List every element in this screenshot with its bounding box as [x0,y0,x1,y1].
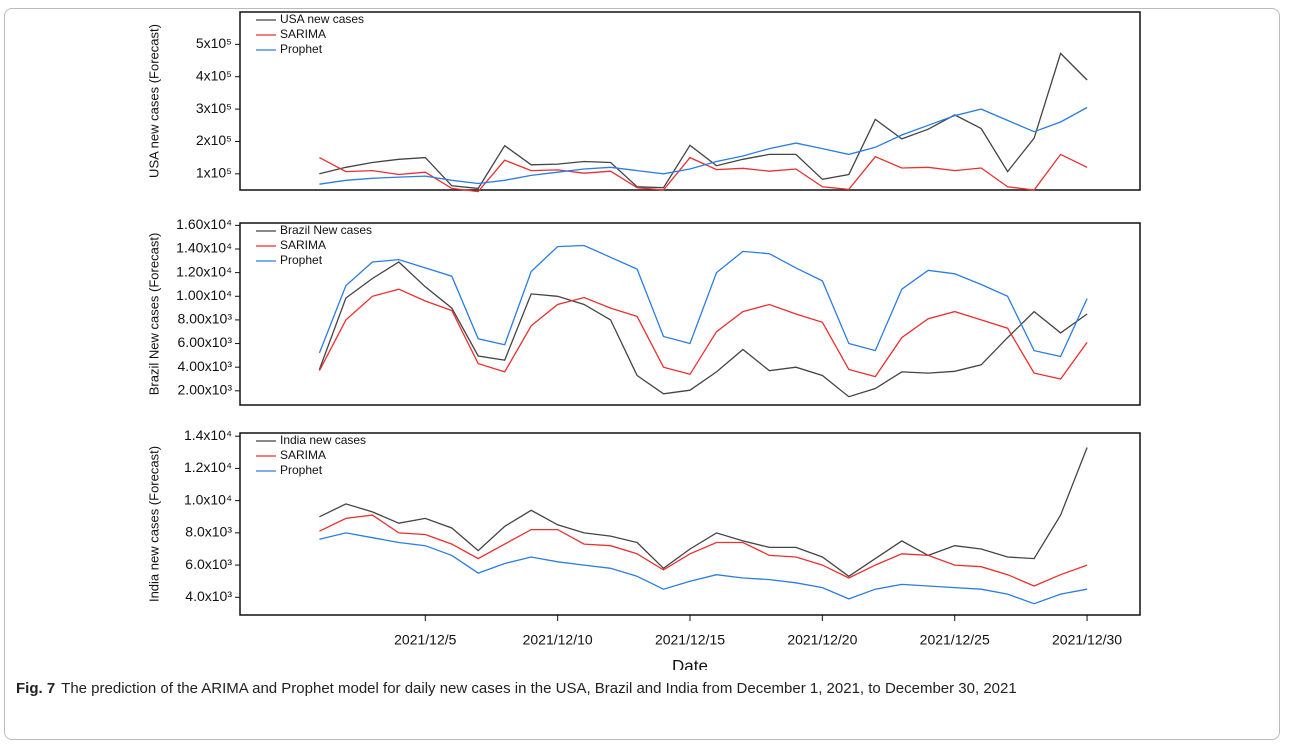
y-tick-label: 6.0x10³ [185,556,232,572]
y-tick-label: 1x10⁵ [196,165,232,181]
series-line [318,244,1088,358]
y-tick-label: 4x10⁵ [196,67,232,83]
y-tick-label: 1.0x10⁴ [184,491,232,507]
y-tick-label: 5x10⁵ [196,35,232,51]
y-tick-label: 2.00x10³ [178,382,233,398]
y-axis-title: Brazil New cases (Forecast) [146,233,161,396]
series-line [319,52,1088,190]
y-tick-label: 1.40x10⁴ [176,240,232,256]
chart: 1x10⁵ 2x10⁵ 3x10⁵ 4x10⁵ 5x10⁵ USA new cases (… [146,11,1141,670]
x-tick-label: 2021/12/30 [1052,632,1122,648]
series-line [319,106,1088,185]
y-tick-label: 1.00x10⁴ [176,287,232,303]
figure-frame [4,8,1280,740]
series-line [319,447,1088,578]
caption-text: The prediction of the ARIMA and Prophet … [61,680,1017,697]
y-tick-label: 1.20x10⁴ [176,263,232,279]
x-tick-label: 2021/12/25 [920,632,990,648]
y-axis-title: USA new cases (Forecast) [146,24,161,178]
legend-label: Brazil New cases [280,223,372,237]
caption-label: Fig. 7 [16,680,56,697]
y-tick-label: 2x10⁵ [196,132,232,148]
plot-frame [239,11,1141,191]
legend-label: USA new cases [280,12,364,26]
series-line [319,532,1088,605]
series-line [319,514,1088,587]
y-tick-label: 3x10⁵ [196,100,232,116]
x-axis-title: Date [672,656,708,670]
caption: Fig. 7 The prediction of the ARIMA and Pr… [16,678,1236,700]
x-tick-label: 2021/12/5 [394,632,456,648]
legend-label: Prophet [280,42,323,56]
legend-label: SARIMA [280,448,326,462]
x-tick-label: 2021/12/10 [523,632,593,648]
y-tick-label: 4.00x10³ [178,358,233,374]
y-tick-label: 1.4x10⁴ [184,427,232,443]
plot-frame [239,432,1141,616]
legend-label: SARIMA [280,238,326,252]
series-line [318,261,1088,398]
y-tick-label: 4.0x10³ [185,588,232,604]
legend-label: Prophet [280,463,323,477]
y-tick-label: 8.0x10³ [185,524,232,540]
series-line [318,288,1088,380]
y-tick-label: 6.00x10³ [178,334,233,350]
legend-label: Prophet [280,253,323,267]
y-tick-label: 8.00x10³ [178,311,233,327]
legend-label: SARIMA [280,27,326,41]
x-tick-label: 2021/12/15 [655,632,725,648]
y-tick-label: 1.60x10⁴ [176,216,232,232]
plot-frame [239,222,1141,406]
x-tick-label: 2021/12/20 [787,632,857,648]
y-tick-label: 1.2x10⁴ [184,459,232,475]
y-axis-title: India new cases (Forecast) [146,446,161,602]
legend-label: India new cases [280,433,366,447]
series-line [319,153,1088,193]
